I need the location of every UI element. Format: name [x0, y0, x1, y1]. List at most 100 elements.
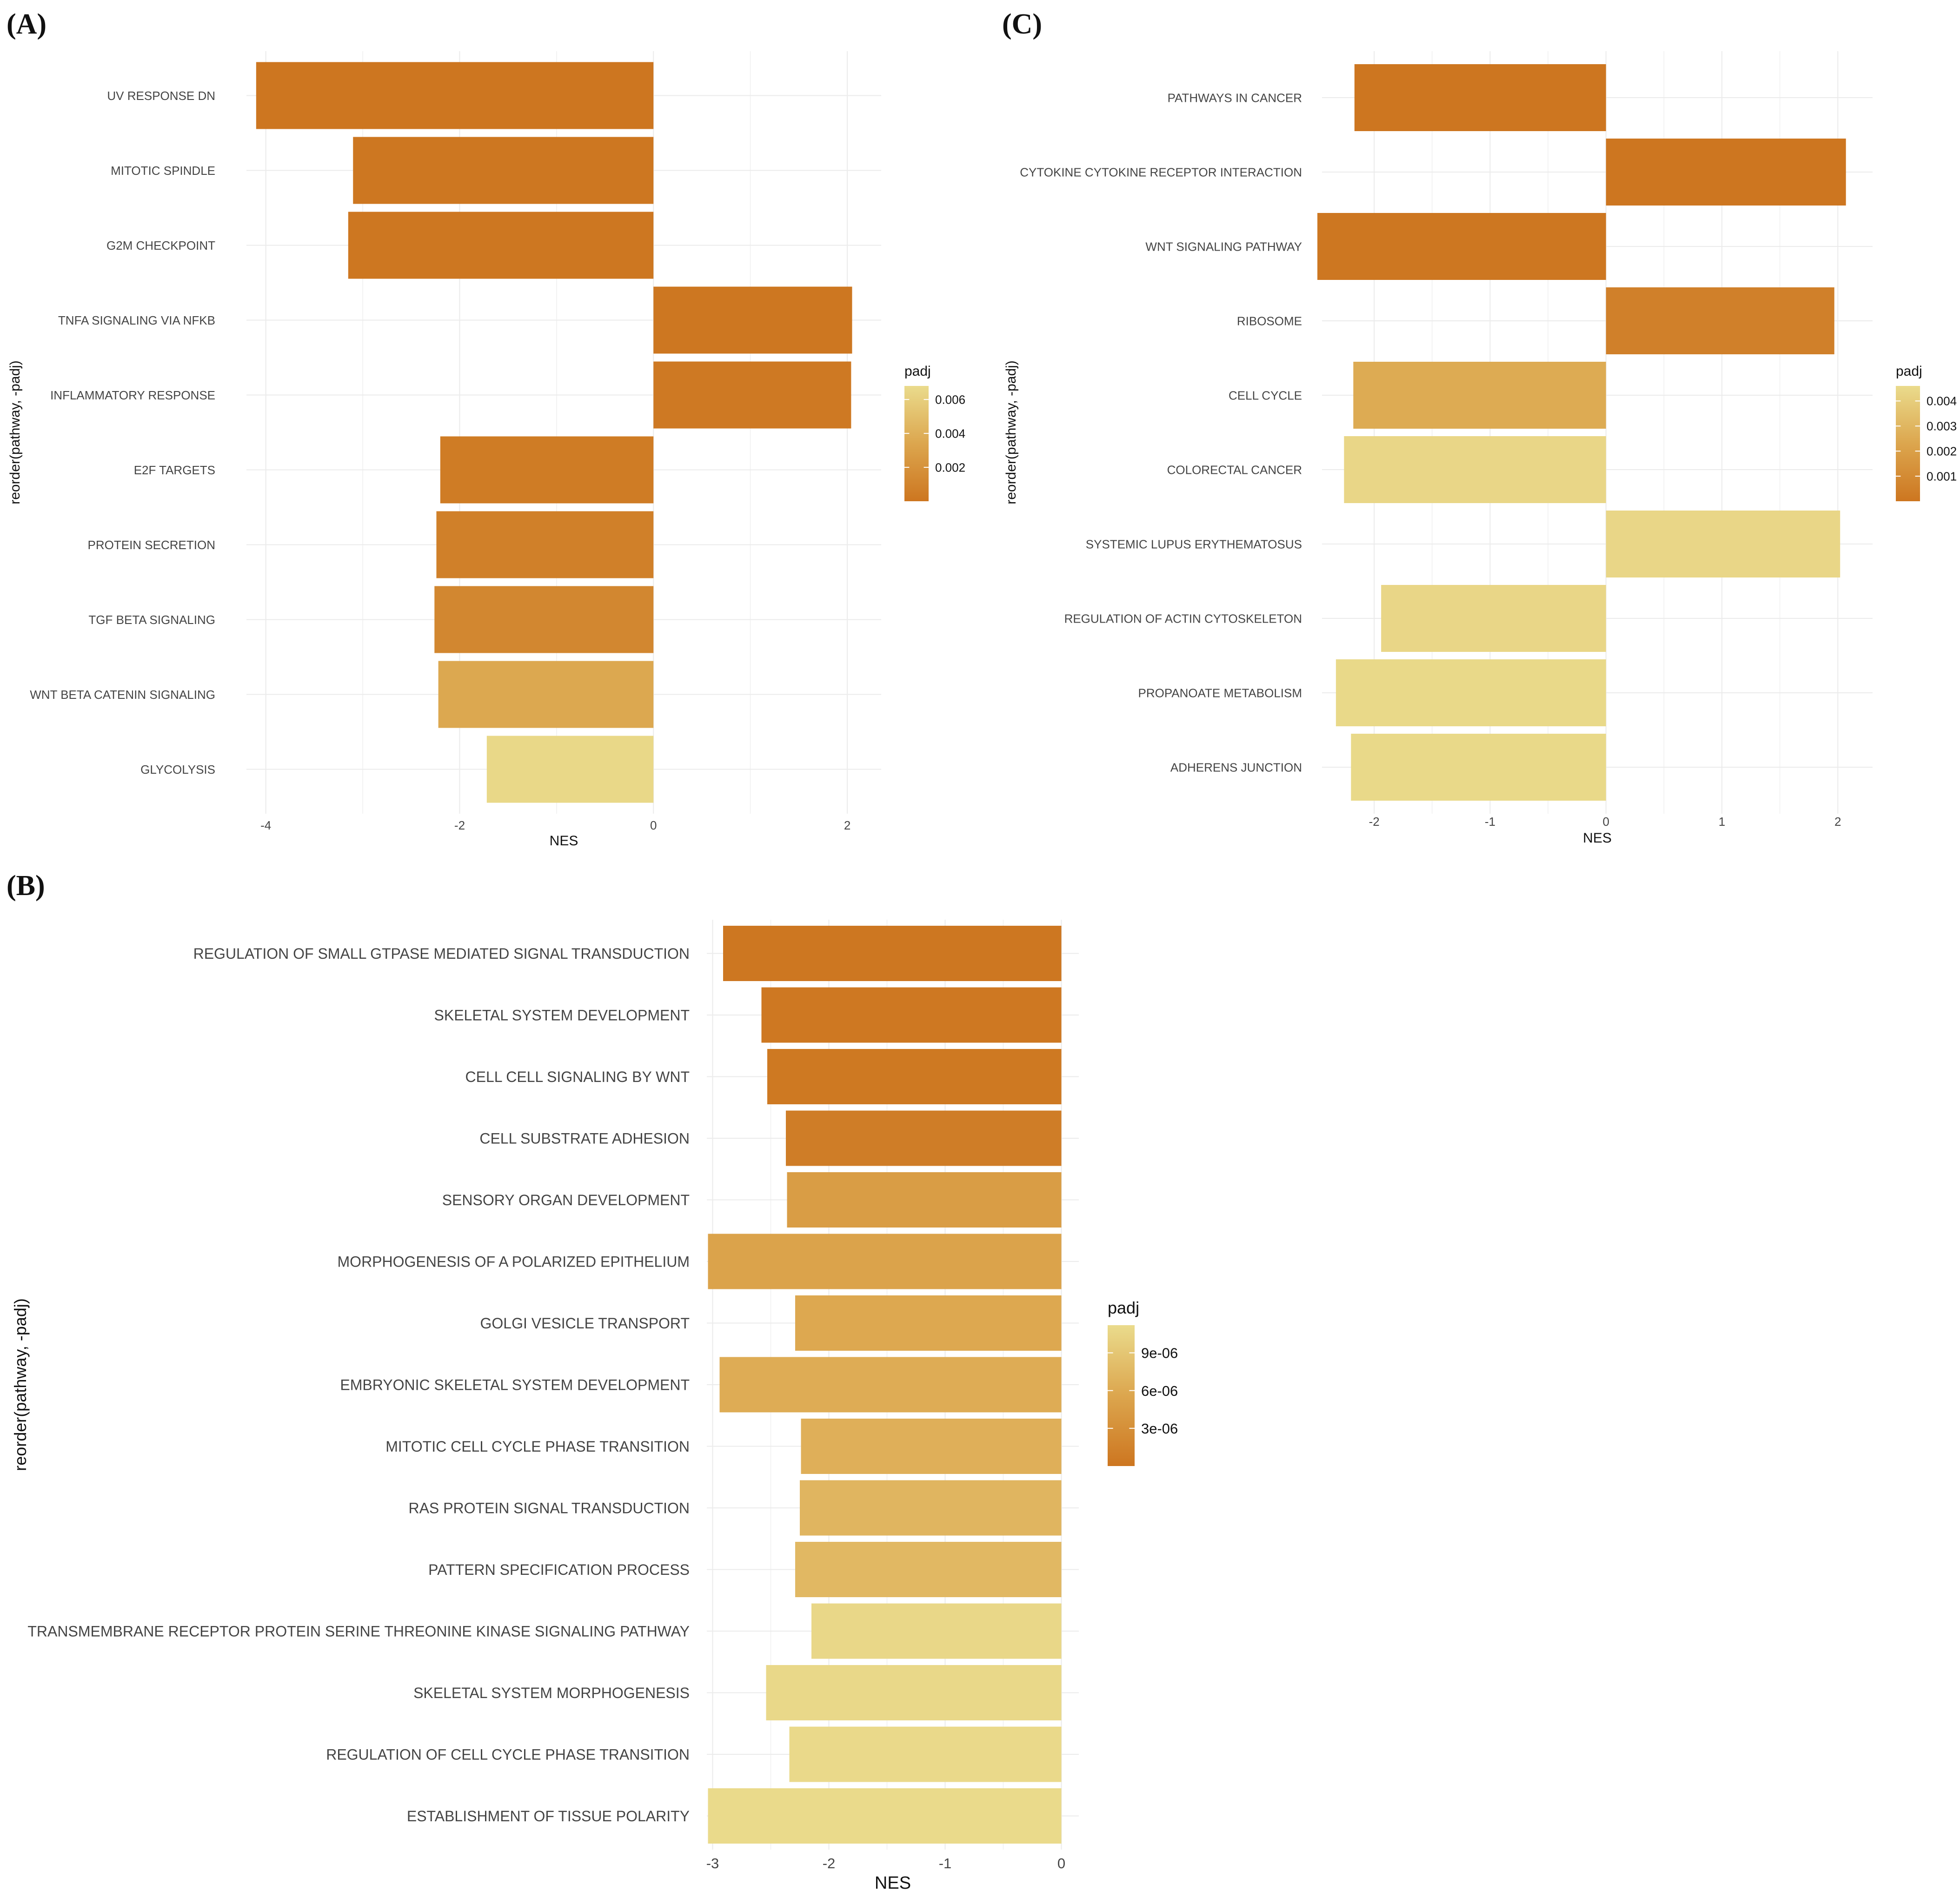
bars — [708, 926, 1062, 1844]
legend-tick-label: 6e-06 — [1141, 1383, 1178, 1399]
legend-tick-label: 0.002 — [935, 460, 965, 474]
legend-tick-label: 0.004 — [1927, 394, 1957, 408]
category-label: PROPANOATE METABOLISM — [1138, 686, 1302, 700]
bar-15 — [708, 1788, 1062, 1844]
category-label: ESTABLISHMENT OF TISSUE POLARITY — [407, 1808, 690, 1825]
category-label: RIBOSOME — [1237, 314, 1302, 328]
category-label: UV RESPONSE DN — [107, 89, 215, 103]
bar-10 — [486, 736, 654, 803]
legend-tick-label: 0.006 — [935, 393, 965, 407]
category-label: CYTOKINE CYTOKINE RECEPTOR INTERACTION — [1020, 165, 1302, 179]
category-label: WNT BETA CATENIN SIGNALING — [30, 688, 215, 702]
bar-5 — [1353, 362, 1606, 429]
x-tick-label: -2 — [823, 1855, 836, 1871]
bar-7 — [795, 1295, 1062, 1351]
panel-label: (B) — [7, 870, 45, 902]
category-label: SENSORY ORGAN DEVELOPMENT — [442, 1192, 690, 1208]
category-label: REGULATION OF CELL CYCLE PHASE TRANSITIO… — [326, 1746, 690, 1763]
y-tick-labels: UV RESPONSE DN MITOTIC SPINDLE G2M CHECKPO… — [30, 89, 215, 776]
category-label: SYSTEMIC LUPUS ERYTHEMATOSUS — [1086, 537, 1302, 551]
x-axis-title: NES — [1583, 830, 1612, 846]
legend-tick-label: 0.002 — [1927, 445, 1957, 458]
bar-7 — [1606, 511, 1840, 577]
x-tick-label: 1 — [1719, 815, 1725, 829]
bar-11 — [795, 1542, 1062, 1597]
bar-6 — [1344, 436, 1606, 503]
category-label: G2M CHECKPOINT — [106, 239, 215, 252]
category-label: ADHERENS JUNCTION — [1170, 760, 1302, 774]
bar-10 — [1351, 734, 1606, 801]
category-label: CELL CYCLE — [1229, 388, 1302, 402]
x-tick-label: -2 — [1369, 815, 1380, 829]
category-label: SKELETAL SYSTEM MORPHOGENESIS — [413, 1685, 690, 1701]
bar-5 — [787, 1172, 1062, 1228]
category-label: EMBRYONIC SKELETAL SYSTEM DEVELOPMENT — [340, 1377, 690, 1394]
bar-4 — [786, 1110, 1062, 1166]
category-label: COLORECTAL CANCER — [1167, 463, 1302, 477]
x-axis-title: NES — [550, 833, 578, 849]
category-label: TNFA SIGNALING VIA NFKB — [58, 313, 215, 327]
x-tick-label: 0 — [650, 818, 657, 832]
category-label: MORPHOGENESIS OF A POLARIZED EPITHELIUM — [338, 1254, 690, 1270]
category-label: RAS PROTEIN SIGNAL TRANSDUCTION — [408, 1500, 690, 1517]
bar-9 — [438, 661, 654, 728]
category-label: MITOTIC CELL CYCLE PHASE TRANSITION — [385, 1438, 690, 1455]
legend: padj 3e-06 6e-06 9e-06 — [1108, 1298, 1178, 1466]
bar-9 — [1335, 659, 1606, 726]
legend-tick-label: 0.003 — [1927, 419, 1957, 433]
legend-colorbar — [1108, 1325, 1135, 1466]
bar-2 — [1606, 139, 1846, 206]
x-tick-label: -1 — [939, 1855, 952, 1871]
category-label: WNT SIGNALING PATHWAY — [1145, 239, 1302, 253]
category-label: CELL SUBSTRATE ADHESION — [479, 1130, 690, 1147]
bar-8 — [434, 586, 654, 653]
bar-3 — [1317, 213, 1606, 280]
legend-title: padj — [1108, 1298, 1139, 1317]
category-label: REGULATION OF SMALL GTPASE MEDIATED SIGN… — [193, 945, 690, 962]
x-tick-label: -2 — [454, 818, 465, 832]
category-label: GOLGI VESICLE TRANSPORT — [480, 1315, 690, 1332]
x-tick-label: -4 — [260, 818, 271, 832]
y-axis-title: reorder(pathway, -padj) — [7, 360, 23, 504]
chart-panel-1: (A) UV RESPONSE DN MITOTIC SPINDLE G2M CHEC… — [7, 8, 965, 849]
bar-4 — [653, 286, 852, 354]
category-label: REGULATION OF ACTIN CYTOSKELETON — [1064, 611, 1302, 625]
legend: padj 0.001 0.002 0.003 0.004 — [1896, 364, 1957, 501]
y-tick-labels: REGULATION OF SMALL GTPASE MEDIATED SIGN… — [27, 945, 690, 1825]
chart-panel-2: (C) PATHWAYS IN CANCER CYTOKINE CYTOKINE R… — [1002, 8, 1957, 846]
legend-colorbar — [1896, 386, 1920, 501]
legend-title: padj — [1896, 364, 1922, 379]
legend-title: padj — [904, 364, 931, 379]
legend-tick-label: 0.001 — [1927, 469, 1957, 483]
bar-12 — [811, 1603, 1062, 1659]
x-tick-labels: -3 -2 -1 0 — [706, 1855, 1065, 1871]
bar-6 — [440, 436, 654, 504]
y-tick-labels: PATHWAYS IN CANCER CYTOKINE CYTOKINE RECE… — [1020, 91, 1302, 774]
category-label: INFLAMMATORY RESPONSE — [50, 388, 215, 402]
category-label: TGF BETA SIGNALING — [88, 613, 215, 627]
panel-label: (C) — [1002, 8, 1042, 40]
category-label: GLYCOLYSIS — [140, 763, 215, 776]
bar-13 — [766, 1665, 1062, 1720]
bar-4 — [1606, 287, 1834, 354]
x-tick-label: -3 — [706, 1855, 719, 1871]
bar-1 — [256, 62, 654, 129]
bar-14 — [789, 1726, 1062, 1782]
x-tick-labels: -4 -2 0 2 — [260, 818, 850, 832]
bar-6 — [708, 1234, 1062, 1289]
chart-panel-3: (B) REGULATION OF SMALL GTPASE MEDIATED S… — [7, 870, 1178, 1893]
y-axis-title: reorder(pathway, -padj) — [11, 1298, 30, 1471]
bar-3 — [767, 1049, 1062, 1104]
x-tick-label: 0 — [1602, 815, 1609, 829]
category-label: TRANSMEMBRANE RECEPTOR PROTEIN SERINE TH… — [27, 1623, 690, 1640]
bars — [256, 62, 852, 803]
x-tick-label: 0 — [1057, 1855, 1065, 1871]
category-label: PROTEIN SECRETION — [88, 538, 215, 552]
panel-label: (A) — [7, 8, 47, 40]
legend-tick-label: 0.004 — [935, 426, 965, 440]
category-label: SKELETAL SYSTEM DEVELOPMENT — [434, 1007, 690, 1024]
legend-tick-label: 3e-06 — [1141, 1420, 1178, 1437]
x-tick-labels: -2 -1 0 1 2 — [1369, 815, 1841, 829]
